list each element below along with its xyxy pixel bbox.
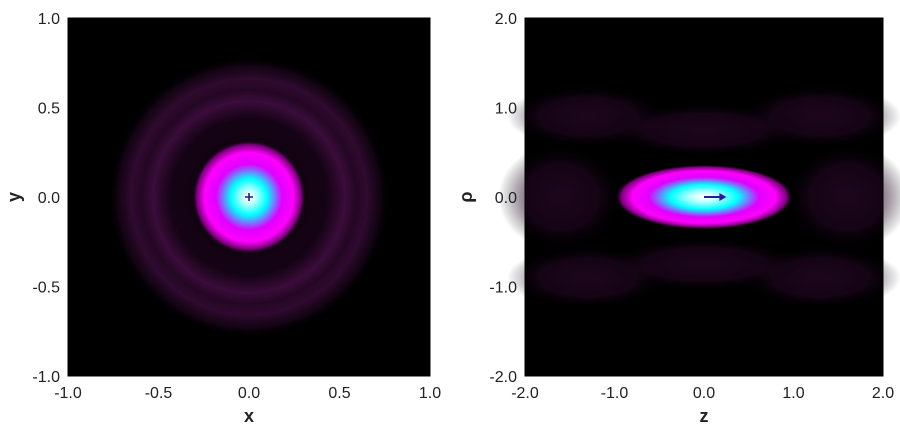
left-y-axis-label: y bbox=[4, 192, 24, 202]
left-y-tick-label: 0.5 bbox=[38, 101, 60, 118]
right-x-tick-label: 0.0 bbox=[693, 385, 715, 402]
right-y-tick-label: -1.0 bbox=[489, 280, 517, 297]
left-y-tick-label: -1.0 bbox=[32, 369, 60, 386]
left-panel: -1.0 -0.5 0.0 0.5 1.0 1.0 0.5 0.0 -0.5 -1.0 x y bbox=[4, 11, 441, 426]
right-arrow-head bbox=[719, 193, 727, 201]
right-y-axis-label: ρ bbox=[456, 191, 476, 202]
right-y-tick-label: 1.0 bbox=[495, 101, 517, 118]
right-y-tick-label: 0.0 bbox=[495, 190, 517, 207]
right-side-lobe bbox=[784, 143, 900, 251]
right-x-tick-label: 1.0 bbox=[782, 385, 804, 402]
right-y-tick-label: -2.0 bbox=[489, 369, 517, 386]
right-y-tick-label: 2.0 bbox=[495, 11, 517, 28]
right-side-lobe bbox=[498, 143, 624, 251]
right-x-tick-label: -1.0 bbox=[601, 385, 629, 402]
right-x-axis-label: z bbox=[700, 406, 709, 426]
left-x-tick-label: -0.5 bbox=[145, 385, 173, 402]
right-plot-frame bbox=[524, 17, 884, 377]
right-x-tick-label: 2.0 bbox=[872, 385, 894, 402]
left-x-tick-label: 1.0 bbox=[419, 385, 441, 402]
right-panel: -2.0 -1.0 0.0 1.0 2.0 2.0 1.0 0.0 -1.0 -2.0 z ρ bbox=[450, 0, 900, 430]
left-x-tick-label: -1.0 bbox=[54, 385, 82, 402]
left-plot-frame bbox=[67, 17, 431, 377]
right-x-tick-label: -2.0 bbox=[511, 385, 539, 402]
right-chart: -2.0 -1.0 0.0 1.0 2.0 2.0 1.0 0.0 -1.0 -2.0 z ρ bbox=[456, 11, 900, 426]
right-side-lobe bbox=[605, 103, 803, 157]
right-side-lobe bbox=[605, 237, 803, 291]
left-y-tick-label: -0.5 bbox=[32, 280, 60, 297]
left-y-tick-label: 0.0 bbox=[38, 190, 60, 207]
left-chart: -1.0 -0.5 0.0 0.5 1.0 1.0 0.5 0.0 -0.5 -1.0 x y bbox=[4, 11, 441, 426]
left-x-axis-label: x bbox=[244, 406, 254, 426]
left-y-tick-label: 1.0 bbox=[38, 11, 60, 28]
left-center-marker bbox=[245, 193, 253, 201]
left-x-tick-label: 0.0 bbox=[238, 385, 260, 402]
left-x-tick-label: 0.5 bbox=[328, 385, 350, 402]
